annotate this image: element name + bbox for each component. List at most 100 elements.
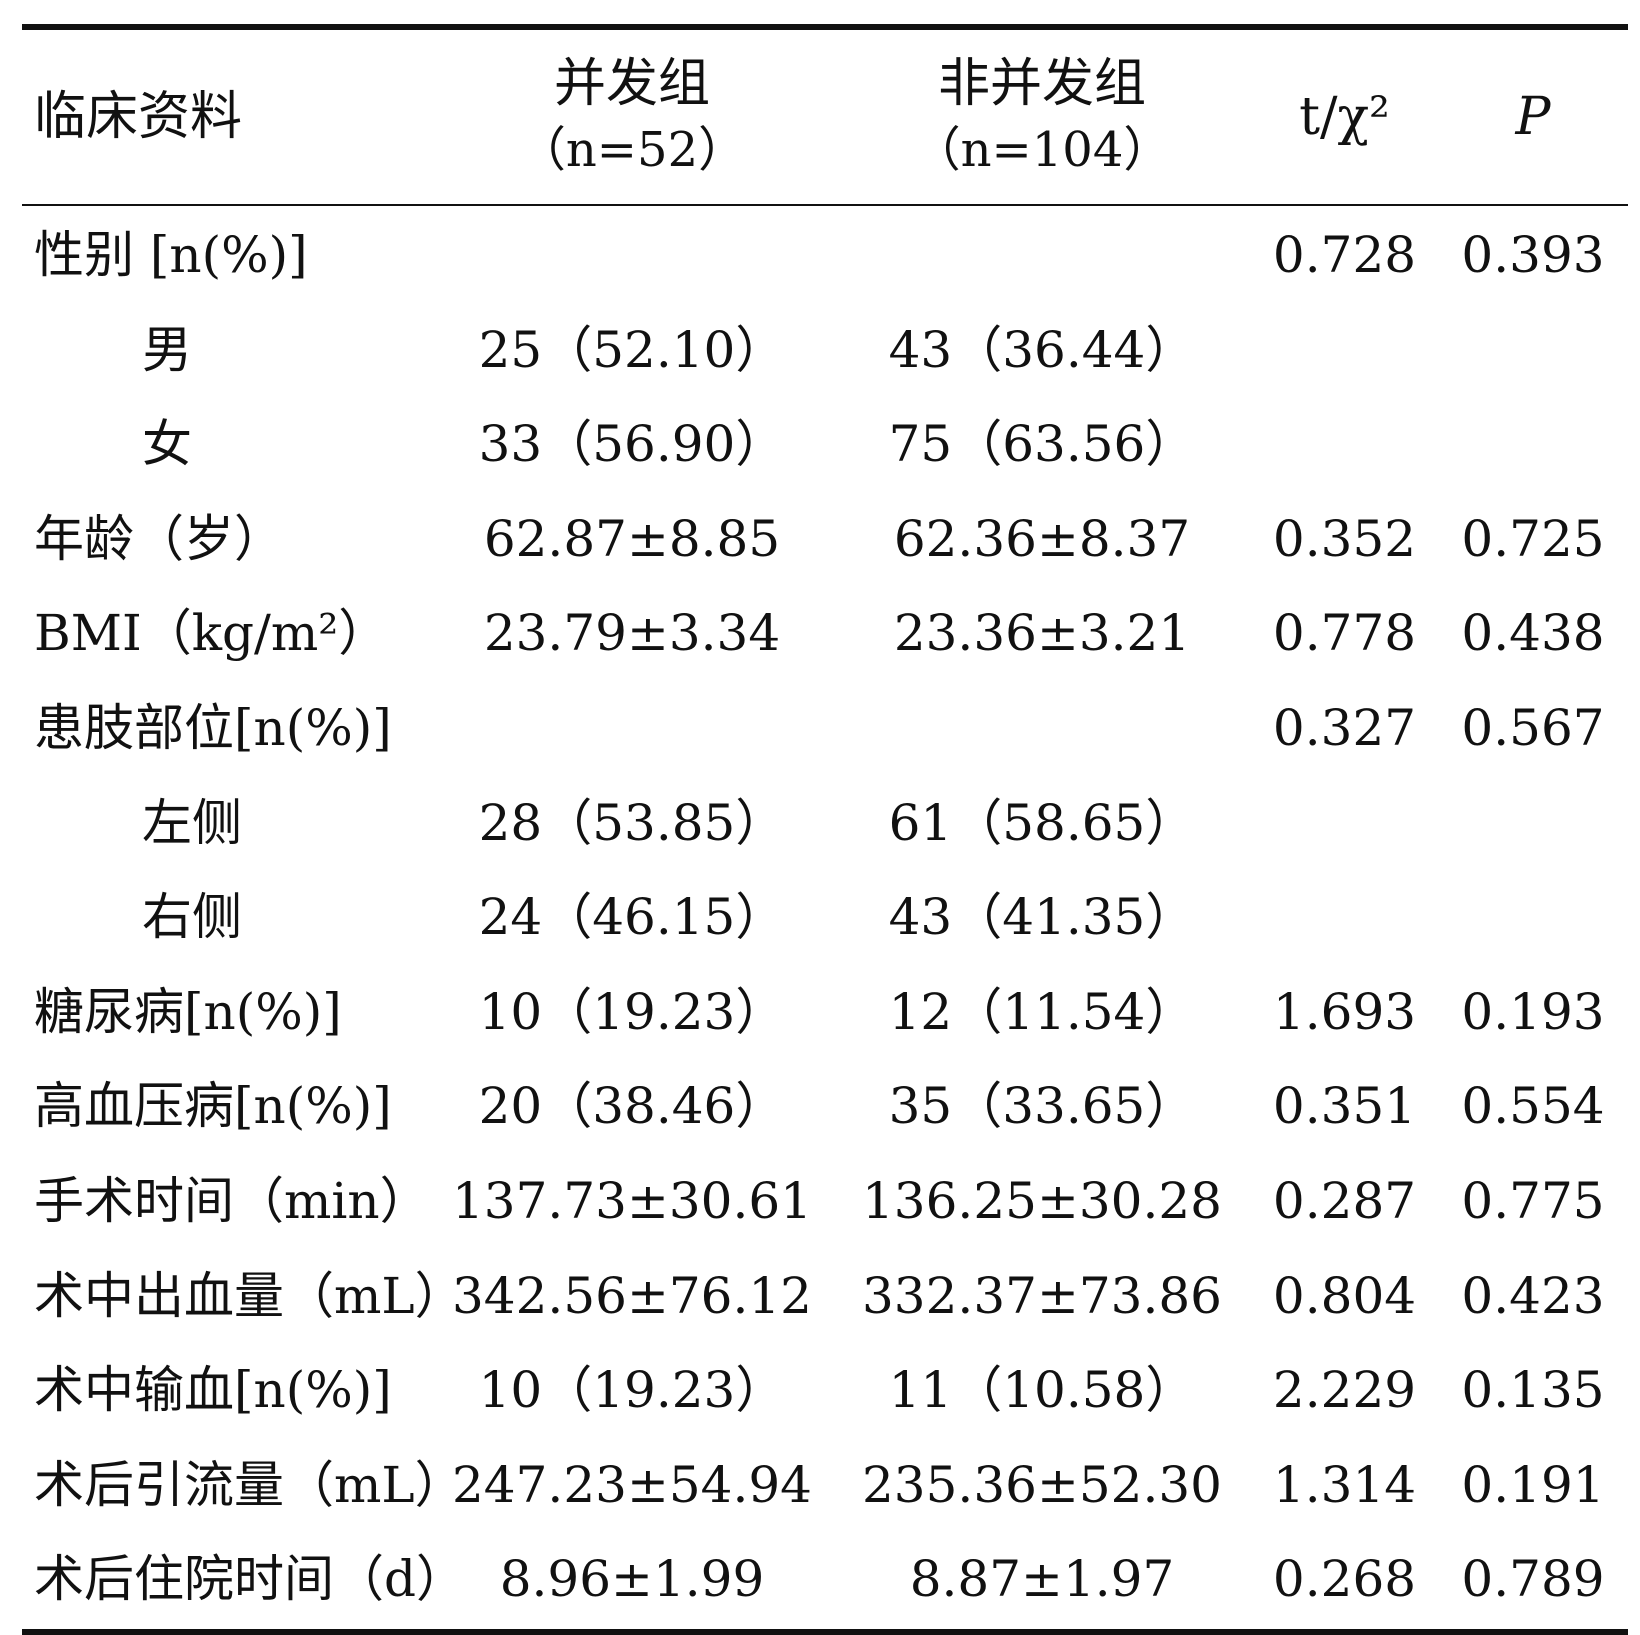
cell-non-complication-group: 12（11.54） bbox=[888, 982, 1196, 1041]
cell-non-complication-group: 75（63.56） bbox=[888, 415, 1196, 474]
header-group-b-name: 非并发组 bbox=[937, 54, 1146, 114]
row-label: 术后住院时间（d） bbox=[34, 1550, 467, 1609]
cell-test-statistic: 1.693 bbox=[1272, 982, 1417, 1041]
table-row: 右侧 24（46.15） 43（41.35） bbox=[22, 870, 1628, 965]
cell-non-complication-group: 61（58.65） bbox=[888, 793, 1196, 852]
header-clinical-data: 临床资料 bbox=[34, 30, 454, 204]
cell-non-complication-group: 8.87±1.97 bbox=[909, 1550, 1175, 1609]
table-row: BMI（kg/m²） 23.79±3.34 23.36±3.21 0.778 0.438 bbox=[22, 586, 1628, 681]
row-label: 术后引流量（mL） bbox=[34, 1455, 465, 1514]
table-row: 性别 [n(%)] 0.728 0.393 bbox=[22, 208, 1628, 303]
cell-test-statistic: 0.327 bbox=[1272, 698, 1417, 757]
cell-complication-group: 24（46.15） bbox=[478, 888, 786, 947]
cell-test-statistic: 1.314 bbox=[1272, 1455, 1417, 1514]
cell-p-value: 0.135 bbox=[1461, 1361, 1605, 1420]
cell-test-statistic bbox=[1257, 303, 1432, 398]
header-group-a-name: 并发组 bbox=[553, 54, 710, 114]
cell-non-complication-group bbox=[842, 681, 1242, 776]
table-row: 术后引流量（mL） 247.23±54.94 235.36±52.30 1.314 0.… bbox=[22, 1438, 1628, 1533]
cell-p-value: 0.191 bbox=[1461, 1455, 1605, 1514]
cell-non-complication-group bbox=[842, 208, 1242, 303]
row-label: 手术时间（min） bbox=[34, 1171, 430, 1230]
cell-p-value: 0.725 bbox=[1461, 509, 1605, 568]
header-group-a-n: （n=52） bbox=[517, 122, 747, 178]
table-row: 患肢部位[n(%)] 0.327 0.567 bbox=[22, 681, 1628, 776]
clinical-data-table: 临床资料 并发组 （n=52） 非并发组 （n=104） t/χ² P 性别 [… bbox=[22, 24, 1628, 1635]
table-header: 临床资料 并发组 （n=52） 非并发组 （n=104） t/χ² P bbox=[22, 30, 1628, 204]
header-non-complication-group: 非并发组 （n=104） bbox=[842, 30, 1242, 204]
cell-complication-group: 10（19.23） bbox=[478, 1361, 786, 1420]
table-top-rule bbox=[22, 24, 1628, 30]
header-p-value: P bbox=[1442, 30, 1624, 204]
table-body: 性别 [n(%)] 0.728 0.393 男 25（52.10） 43（36.44） 女 3… bbox=[22, 206, 1628, 1627]
cell-non-complication-group: 43（41.35） bbox=[888, 888, 1196, 947]
table-row: 左侧 28（53.85） 61（58.65） bbox=[22, 776, 1628, 871]
cell-test-statistic: 0.778 bbox=[1272, 604, 1417, 663]
cell-test-statistic: 2.229 bbox=[1272, 1361, 1417, 1420]
row-label: 左侧 bbox=[142, 793, 242, 852]
row-label: 糖尿病[n(%)] bbox=[34, 982, 342, 1041]
header-complication-group: 并发组 （n=52） bbox=[452, 30, 812, 204]
cell-complication-group: 25（52.10） bbox=[478, 320, 786, 379]
table-row: 术中出血量（mL） 342.56±76.12 332.37±73.86 0.804 0.… bbox=[22, 1249, 1628, 1344]
row-label: 性别 [n(%)] bbox=[34, 226, 308, 284]
cell-p-value: 0.393 bbox=[1461, 226, 1605, 284]
cell-non-complication-group: 35（33.65） bbox=[888, 1077, 1196, 1136]
cell-p-value: 0.567 bbox=[1461, 698, 1605, 757]
header-label-text: 临床资料 bbox=[34, 87, 243, 147]
cell-non-complication-group: 23.36±3.21 bbox=[893, 604, 1191, 663]
cell-non-complication-group: 332.37±73.86 bbox=[862, 1266, 1222, 1325]
table-header-rule bbox=[22, 204, 1628, 206]
cell-complication-group: 23.79±3.34 bbox=[483, 604, 781, 663]
table-bottom-rule bbox=[22, 1628, 1628, 1635]
row-label: 患肢部位[n(%)] bbox=[34, 698, 392, 757]
table-row: 糖尿病[n(%)] 10（19.23） 12（11.54） 1.693 0.193 bbox=[22, 965, 1628, 1060]
cell-test-statistic bbox=[1257, 397, 1432, 492]
cell-p-value: 0.423 bbox=[1461, 1266, 1605, 1325]
row-label: 术中出血量（mL） bbox=[34, 1266, 465, 1325]
cell-p-value bbox=[1442, 870, 1624, 965]
header-test-statistic: t/χ² bbox=[1257, 30, 1432, 204]
table-row: 男 25（52.10） 43（36.44） bbox=[22, 303, 1628, 398]
row-label: 右侧 bbox=[142, 888, 242, 947]
cell-complication-group: 62.87±8.85 bbox=[483, 509, 781, 568]
cell-test-statistic: 0.728 bbox=[1272, 226, 1417, 284]
cell-complication-group: 28（53.85） bbox=[478, 793, 786, 852]
table-row: 术后住院时间（d） 8.96±1.99 8.87±1.97 0.268 0.789 bbox=[22, 1532, 1628, 1627]
cell-p-value: 0.438 bbox=[1461, 604, 1605, 663]
row-label: 术中输血[n(%)] bbox=[34, 1361, 392, 1420]
cell-complication-group: 342.56±76.12 bbox=[452, 1266, 812, 1325]
cell-complication-group: 137.73±30.61 bbox=[452, 1171, 812, 1230]
cell-complication-group: 33（56.90） bbox=[478, 415, 786, 474]
table-row: 术中输血[n(%)] 10（19.23） 11（10.58） 2.229 0.135 bbox=[22, 1343, 1628, 1438]
cell-non-complication-group: 62.36±8.37 bbox=[893, 509, 1191, 568]
table-row: 手术时间（min） 137.73±30.61 136.25±30.28 0.287 0.… bbox=[22, 1154, 1628, 1249]
row-label: 年龄（岁） bbox=[34, 509, 284, 568]
cell-complication-group: 20（38.46） bbox=[478, 1077, 786, 1136]
cell-p-value: 0.554 bbox=[1461, 1077, 1605, 1136]
table-row: 高血压病[n(%)] 20（38.46） 35（33.65） 0.351 0.554 bbox=[22, 1059, 1628, 1154]
cell-non-complication-group: 43（36.44） bbox=[888, 320, 1196, 379]
cell-non-complication-group: 235.36±52.30 bbox=[862, 1455, 1222, 1514]
cell-p-value: 0.775 bbox=[1461, 1171, 1605, 1230]
cell-complication-group: 8.96±1.99 bbox=[499, 1550, 765, 1609]
cell-test-statistic bbox=[1257, 776, 1432, 871]
cell-test-statistic: 0.351 bbox=[1272, 1077, 1417, 1136]
cell-p-value: 0.193 bbox=[1461, 982, 1605, 1041]
cell-non-complication-group: 11（10.58） bbox=[888, 1361, 1196, 1420]
row-label: 女 bbox=[142, 415, 192, 474]
cell-non-complication-group: 136.25±30.28 bbox=[862, 1171, 1222, 1230]
cell-test-statistic bbox=[1257, 870, 1432, 965]
cell-p-value bbox=[1442, 397, 1624, 492]
cell-test-statistic: 0.268 bbox=[1272, 1550, 1417, 1609]
cell-p-value: 0.789 bbox=[1461, 1550, 1605, 1609]
cell-complication-group: 10（19.23） bbox=[478, 982, 786, 1041]
table-row: 年龄（岁） 62.87±8.85 62.36±8.37 0.352 0.725 bbox=[22, 492, 1628, 587]
cell-complication-group bbox=[452, 208, 812, 303]
cell-test-statistic: 0.287 bbox=[1272, 1171, 1417, 1230]
cell-complication-group: 247.23±54.94 bbox=[452, 1455, 812, 1514]
table-row: 女 33（56.90） 75（63.56） bbox=[22, 397, 1628, 492]
cell-complication-group bbox=[452, 681, 812, 776]
header-stat-text: t/χ² bbox=[1299, 87, 1390, 147]
header-group-b-n: （n=104） bbox=[912, 122, 1172, 178]
